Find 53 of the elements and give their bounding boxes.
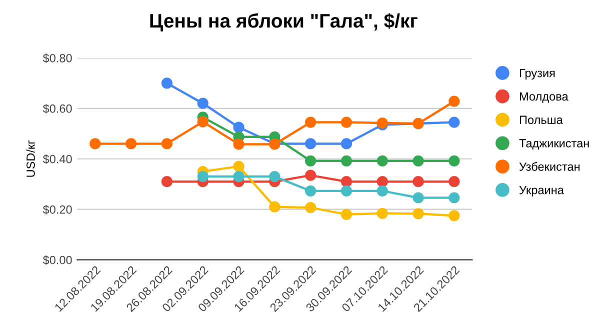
- point: [340, 116, 352, 128]
- point: [412, 155, 424, 166]
- point: [412, 176, 424, 188]
- point: [233, 160, 244, 172]
- point: [340, 176, 352, 188]
- point: [90, 138, 101, 150]
- point: [448, 96, 460, 107]
- point: [197, 98, 208, 109]
- point: [340, 138, 352, 150]
- point: [233, 170, 244, 182]
- point: [448, 176, 460, 188]
- point: [161, 78, 173, 89]
- legend-label: Грузия: [520, 68, 555, 80]
- point: [269, 201, 280, 212]
- point: [448, 192, 460, 204]
- y-tick-label: $0.00: [42, 255, 72, 265]
- point: [269, 170, 280, 182]
- point: [125, 138, 137, 150]
- point: [305, 116, 316, 128]
- point: [233, 138, 244, 150]
- point: [340, 185, 352, 196]
- legend-label: Польша: [520, 116, 563, 124]
- point: [305, 185, 316, 196]
- point: [376, 185, 388, 196]
- point: [197, 170, 208, 182]
- y-tick-label: $0.60: [42, 104, 72, 114]
- point: [412, 192, 424, 204]
- point: [376, 155, 388, 166]
- point: [340, 208, 352, 220]
- point: [305, 138, 316, 150]
- point: [376, 208, 388, 219]
- legend-label: Таджикистан: [519, 139, 589, 150]
- y-tick-label: $0.20: [42, 204, 72, 214]
- point: [448, 155, 460, 166]
- point: [412, 208, 424, 220]
- point: [161, 138, 173, 150]
- point: [233, 122, 244, 133]
- point: [448, 116, 460, 128]
- point: [161, 176, 173, 188]
- point: [448, 210, 460, 222]
- legend-label: Украина: [519, 186, 564, 197]
- y-tick-label: $0.40: [42, 154, 72, 164]
- chart-title: Цены на яблоки "Гала", $/кг: [150, 13, 418, 32]
- y-tick-label: $0.80: [42, 53, 72, 64]
- point: [340, 155, 352, 166]
- legend-label: Узбекистан: [519, 162, 580, 171]
- legend-label: Молдова: [520, 92, 568, 103]
- point: [305, 202, 316, 214]
- point: [376, 176, 388, 188]
- point: [197, 116, 208, 128]
- point: [305, 170, 316, 181]
- point: [305, 155, 316, 166]
- y-axis-title: USD/кг: [26, 140, 35, 177]
